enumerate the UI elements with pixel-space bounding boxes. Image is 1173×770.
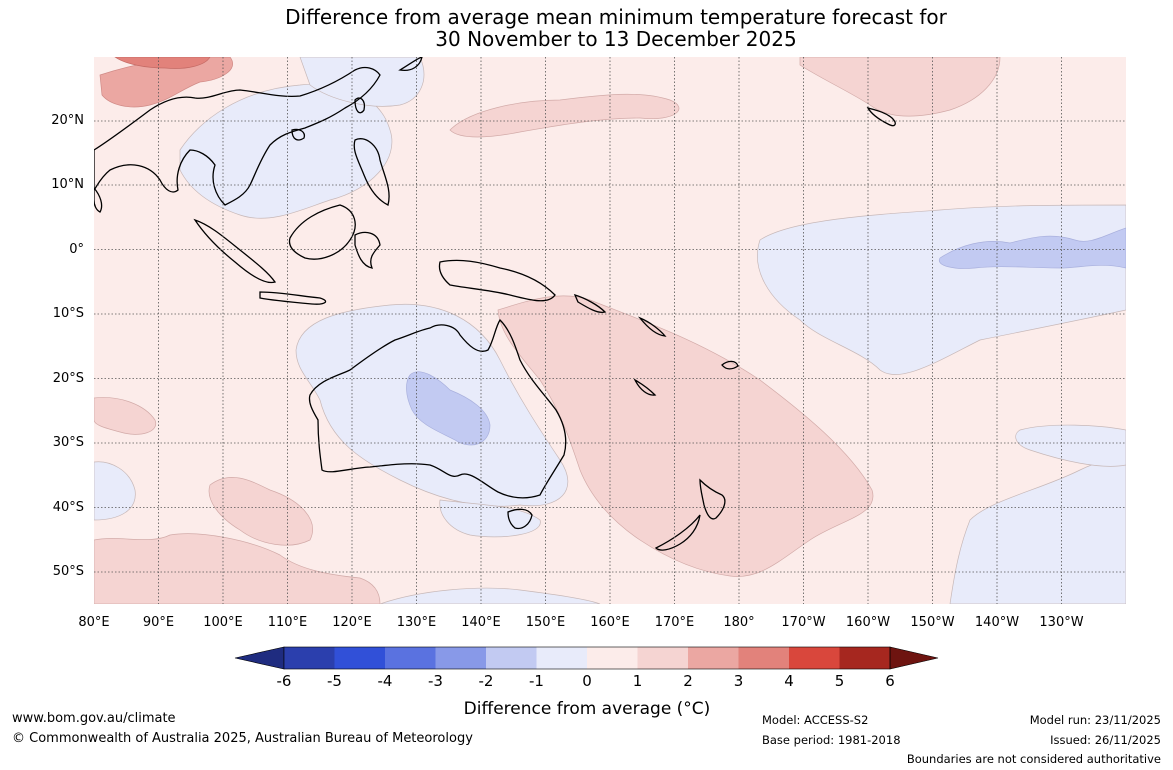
lat-label-10s: 10°S	[52, 306, 84, 321]
colorbar-swatch	[637, 647, 688, 669]
lon-label-130e: 130°E	[396, 615, 437, 630]
lon-label-150e: 150°E	[525, 615, 566, 630]
colorbar-swatch	[688, 647, 739, 669]
colorbar-extend-high	[889, 646, 939, 670]
colorbar-tick: -6	[276, 672, 292, 690]
colorbar-tick: 5	[834, 672, 845, 690]
anomaly-region-warm-indian	[208, 477, 313, 546]
colorbar-border	[283, 646, 891, 670]
colorbar-tick: 3	[733, 672, 744, 690]
lat-label-20s: 20°S	[52, 371, 84, 386]
footer-model-run: Model run: 23/11/2025	[1029, 713, 1161, 727]
colorbar-title: Difference from average (°C)	[463, 699, 711, 719]
lat-label-20n: 20°N	[51, 113, 84, 128]
colorbar-swatch	[385, 647, 436, 669]
lon-label-150w: 150°W	[910, 615, 955, 630]
lon-label-170e: 170°E	[654, 615, 695, 630]
footer-url[interactable]: www.bom.gov.au/climate	[12, 711, 176, 726]
lon-label-140w: 140°W	[974, 615, 1020, 630]
lon-label-180: 180°	[723, 615, 755, 630]
lon-label-120e: 120°E	[332, 615, 372, 630]
lat-label-50s: 50°S	[52, 564, 84, 579]
map-title-line2: 30 November to 13 December 2025	[435, 27, 797, 51]
lat-label-40s: 40°S	[52, 500, 84, 515]
anomaly-region-cool-north	[299, 57, 425, 107]
colorbar-swatch	[587, 647, 638, 669]
lat-label-30s: 30°S	[52, 435, 84, 450]
graticule	[94, 57, 1126, 604]
colorbar-swatch	[789, 647, 840, 669]
colorbar-extend-low	[234, 646, 285, 670]
lon-label-160w: 160°W	[845, 615, 891, 630]
lat-label-0: 0°	[69, 242, 84, 257]
footer-issued: Issued: 26/11/2025	[1050, 733, 1161, 747]
colorbar-tick: -4	[377, 672, 393, 690]
map-title-line1: Difference from average mean minimum tem…	[285, 5, 947, 29]
colorbar-tick: 1	[632, 672, 643, 690]
colorbar-tick: -1	[529, 672, 544, 690]
anomaly-region-warm-north-pacific	[449, 93, 680, 138]
lon-label-80e: 80°E	[78, 615, 110, 630]
colorbar	[234, 646, 939, 670]
anomaly-region-hot-china	[114, 57, 211, 69]
anomaly-region-cold-aus-interior	[406, 371, 491, 446]
colorbar-swatch	[839, 647, 890, 669]
footer-model: Model: ACCESS-S2	[762, 713, 869, 727]
anomaly-region-cool-west	[94, 461, 136, 521]
colorbar-swatch	[435, 647, 486, 669]
lat-label-10n: 10°N	[51, 177, 84, 192]
colorbar-swatch	[486, 647, 537, 669]
lon-label-110e: 110°E	[267, 615, 308, 630]
colorbar-swatch	[738, 647, 789, 669]
colorbar-tick: -5	[327, 672, 342, 690]
colorbar-tick: -3	[428, 672, 443, 690]
anomaly-region-warm-west-indian	[94, 397, 157, 435]
colorbar-swatch	[536, 647, 587, 669]
lon-label-170w: 170°W	[781, 615, 826, 630]
anomaly-region-warm-central-pacific	[799, 57, 1001, 117]
footer-disclaimer: Boundaries are not considered authoritat…	[906, 752, 1161, 766]
colorbar-tick: -2	[478, 672, 494, 690]
lon-label-140e: 140°E	[461, 615, 501, 630]
lon-label-130w: 130°W	[1039, 615, 1084, 630]
lon-label-90e: 90°E	[142, 615, 175, 630]
coastlines	[94, 57, 896, 551]
footer-base-period: Base period: 1981-2018	[762, 733, 901, 747]
colorbar-tick: 4	[784, 672, 794, 690]
anomaly-region-warm-southwest	[94, 533, 381, 604]
colorbar-swatch	[334, 647, 385, 669]
lon-label-100e: 100°E	[203, 615, 243, 630]
colorbar-swatch	[284, 647, 335, 669]
lon-label-160e: 160°E	[590, 615, 630, 630]
anomaly-region-cool-south-tasman	[379, 587, 601, 604]
anomaly-region-cold-equatorial	[938, 227, 1126, 269]
footer-copyright: © Commonwealth of Australia 2025, Austra…	[12, 731, 473, 746]
anomaly-region-warm-tasman	[497, 295, 874, 577]
colorbar-tick: 6	[885, 672, 895, 690]
colorbar-tick: 2	[683, 672, 693, 690]
colorbar-tick: 0	[582, 672, 592, 690]
